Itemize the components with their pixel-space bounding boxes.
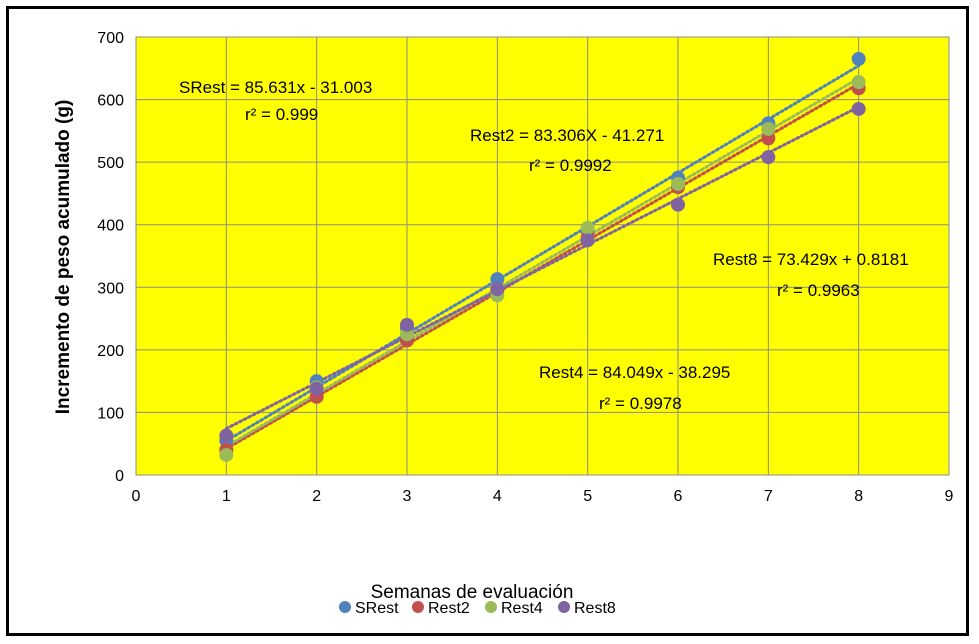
point-rest4-8 xyxy=(851,75,866,90)
legend-label-rest2: Rest2 xyxy=(428,600,470,617)
x-axis-label: Semanas de evaluación xyxy=(371,582,574,603)
annotation-srest-r2: r² = 0.999 xyxy=(245,105,318,124)
annotation-rest4-r2: r² = 0.9978 xyxy=(599,394,682,413)
point-srest-4 xyxy=(490,272,505,287)
legend: SRest Rest2 Rest4 Rest8 xyxy=(339,600,616,617)
x-tick-4: 4 xyxy=(493,488,502,505)
point-rest8-1 xyxy=(219,428,234,443)
x-tick-6: 6 xyxy=(674,488,683,505)
point-rest4-6 xyxy=(671,177,685,192)
legend-marker-rest8 xyxy=(558,601,570,613)
point-rest8-4 xyxy=(490,282,505,297)
y-tick-100: 100 xyxy=(97,405,124,422)
trendline-rest8 xyxy=(224,105,861,431)
legend-marker-rest2 xyxy=(412,601,424,613)
x-tick-8: 8 xyxy=(854,488,863,505)
annotation-srest-equation: SRest = 85.631x - 31.003 xyxy=(179,78,372,97)
chart-svg: 0 1 2 3 4 5 6 7 8 9 0 100 200 300 400 500 600 700 Semana… xyxy=(53,30,954,617)
annotation-rest8-r2: r² = 0.9963 xyxy=(777,281,860,300)
y-tick-400: 400 xyxy=(97,218,124,235)
trendlines xyxy=(224,64,861,451)
annotation-rest4-equation: Rest4 = 84.049x - 38.295 xyxy=(539,363,730,382)
y-tick-500: 500 xyxy=(97,155,124,172)
point-rest4-1 xyxy=(219,447,234,462)
annotation-rest2-r2: r² = 0.9992 xyxy=(529,156,612,175)
x-tick-7: 7 xyxy=(764,488,773,505)
y-tick-600: 600 xyxy=(97,93,124,110)
legend-label-rest8: Rest8 xyxy=(574,600,616,617)
point-rest8-7 xyxy=(761,150,776,165)
point-srest-8 xyxy=(851,51,866,66)
annotation-rest2-equation: Rest2 = 83.306X - 41.271 xyxy=(470,126,664,145)
x-tick-2: 2 xyxy=(312,488,321,505)
point-rest8-6 xyxy=(671,197,685,212)
trendline-srest xyxy=(224,64,861,443)
annotation-rest8-equation: Rest8 = 73.429x + 0.8181 xyxy=(713,250,909,269)
x-tick-3: 3 xyxy=(403,488,412,505)
y-tick-0: 0 xyxy=(115,468,124,485)
point-rest8-3 xyxy=(400,317,414,332)
y-tick-300: 300 xyxy=(97,280,124,297)
y-tick-labels: 0 100 200 300 400 500 600 700 xyxy=(97,30,124,485)
point-rest4-5 xyxy=(580,220,595,235)
chart-frame: 0 1 2 3 4 5 6 7 8 9 0 100 200 300 400 500 600 700 Semana… xyxy=(6,6,969,636)
legend-marker-rest4 xyxy=(485,601,497,613)
y-tick-700: 700 xyxy=(97,30,124,47)
y-axis-label: Incremento de peso acumulado (g) xyxy=(53,100,74,415)
x-tick-labels: 0 1 2 3 4 5 6 7 8 9 xyxy=(132,488,954,505)
legend-marker-srest xyxy=(339,601,351,613)
x-tick-9: 9 xyxy=(945,488,954,505)
point-rest8-8 xyxy=(851,101,866,116)
y-tick-200: 200 xyxy=(97,343,124,360)
legend-label-srest: SRest xyxy=(355,600,399,617)
x-tick-5: 5 xyxy=(583,488,592,505)
x-tick-0: 0 xyxy=(132,488,141,505)
data-points xyxy=(219,51,866,462)
legend-label-rest4: Rest4 xyxy=(501,600,543,617)
point-rest8-2 xyxy=(309,381,324,396)
point-rest8-5 xyxy=(580,233,595,248)
trendline-rest4 xyxy=(224,76,861,448)
point-rest4-7 xyxy=(761,121,776,136)
x-tick-1: 1 xyxy=(222,488,231,505)
